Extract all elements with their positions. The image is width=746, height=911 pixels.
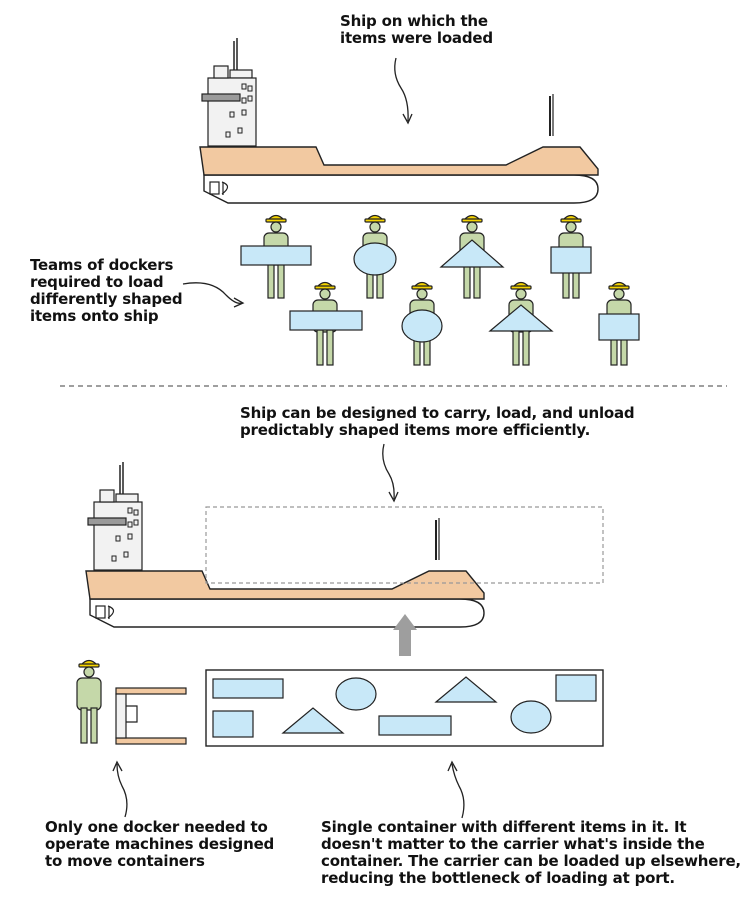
- docker-with-box-2: [598, 281, 640, 366]
- load-up-arrow: [393, 614, 417, 656]
- cargo-ellipse: [335, 677, 377, 711]
- arrow-dockers-label: [182, 282, 243, 304]
- cargo-ellipse: [353, 242, 397, 276]
- cargo-box: [555, 674, 597, 702]
- label-ship-designed: Ship can be designed to carry, load, and…: [240, 404, 635, 439]
- cargo-triangle: [434, 676, 498, 703]
- single-docker: [76, 659, 102, 744]
- cargo-triangle: [281, 707, 345, 734]
- docker-with-ellipse-1: [353, 214, 397, 299]
- label-ship-loaded: Ship on which the items were loaded: [340, 12, 493, 47]
- label-docker-teams: Teams of dockers required to load differ…: [30, 256, 183, 325]
- cargo-rectangle: [289, 310, 363, 331]
- bottom-ship: [85, 461, 485, 628]
- docker-with-triangle-1: [439, 214, 505, 299]
- top-ship: [199, 37, 599, 204]
- cargo-ellipse: [401, 309, 443, 343]
- docker-with-rectangle-2: [289, 281, 363, 366]
- cargo-triangle: [439, 239, 505, 268]
- cargo-triangle: [488, 304, 554, 332]
- cargo-rectangle: [240, 245, 312, 266]
- cargo-box: [598, 313, 640, 341]
- cargo-rectangle: [212, 678, 284, 699]
- label-single-container: Single container with different items in…: [321, 818, 741, 887]
- container-outline: [205, 506, 604, 584]
- docker-with-rectangle-1: [240, 214, 312, 299]
- cargo-ellipse: [510, 700, 552, 734]
- container-machine: [115, 687, 187, 745]
- label-one-docker: Only one docker needed to operate machin…: [45, 818, 275, 870]
- arrow-one-docker-label: [116, 763, 128, 818]
- cargo-rectangle: [378, 715, 452, 736]
- docker-with-triangle-2: [488, 281, 554, 366]
- arrow-container-items-label: [451, 763, 465, 819]
- cargo-box: [550, 246, 592, 274]
- docker-with-ellipse-2: [401, 281, 443, 366]
- arrow-container-label: [382, 443, 395, 500]
- docker-with-box-1: [550, 214, 592, 299]
- cargo-box: [212, 710, 254, 738]
- arrow-ship-label: [394, 57, 409, 122]
